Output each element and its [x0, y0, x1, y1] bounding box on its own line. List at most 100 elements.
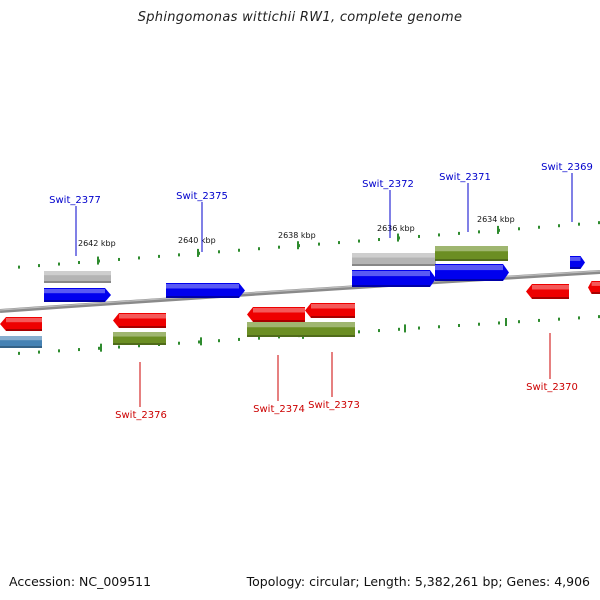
scale-dot-upper	[178, 253, 180, 257]
scale-dot-upper	[38, 264, 40, 268]
green-feature	[435, 246, 508, 261]
steel-feature	[0, 336, 42, 348]
scale-dot-upper	[218, 250, 220, 254]
gray-feature	[44, 271, 111, 283]
scale-dot-upper	[538, 225, 540, 229]
scale-dot-lower	[138, 344, 140, 348]
scale-major-tick-upper	[97, 256, 99, 265]
scale-dot-upper	[478, 230, 480, 234]
gene-label: Swit_2370	[526, 382, 578, 393]
label-layer: Swit_2377 Swit_2375 Swit_2372 Swit_2371 Swit…	[49, 162, 593, 421]
scale-dot-lower	[398, 327, 400, 331]
scale-dot-lower	[518, 320, 520, 324]
scale-dot-upper	[278, 245, 280, 249]
scale-major-tick-lower	[505, 318, 507, 327]
scale-dot-upper	[258, 247, 260, 251]
green-feature	[247, 322, 355, 337]
scale-dot-lower	[438, 325, 440, 329]
genome-backbone	[0, 270, 600, 313]
scale-dot-upper	[438, 233, 440, 237]
scale-dot-upper	[338, 241, 340, 245]
scale-dot-lower	[18, 351, 20, 355]
scale-tick-label: 2636 kbp	[377, 224, 415, 233]
scale-dot-lower	[98, 346, 100, 350]
scale-dot-lower	[598, 315, 600, 319]
scale-dot-lower	[78, 348, 80, 352]
scale-dot-upper	[358, 239, 360, 243]
scale-dot-upper	[598, 221, 600, 225]
scale-dot-lower	[198, 340, 200, 344]
scale-dot-lower	[238, 337, 240, 341]
scale-major-tick-lower	[100, 343, 102, 352]
genome-backbone-highlight	[0, 270, 600, 311]
scale-tick-label: 2638 kbp	[278, 231, 316, 240]
scale-dot-upper	[58, 262, 60, 266]
scale-dot-lower	[578, 316, 580, 320]
gene-arrow	[305, 303, 355, 318]
gene-layer	[0, 256, 600, 331]
gene-label: Swit_2373	[308, 400, 360, 411]
scale-dot-lower	[58, 349, 60, 353]
scale-major-tick-upper	[297, 241, 299, 250]
feature-layer	[0, 246, 508, 348]
gene-arrow	[435, 264, 509, 281]
accession-text: Accession: NC_009511	[9, 574, 152, 589]
scale-major-tick-lower	[200, 337, 202, 346]
scale-dot-upper	[418, 234, 420, 238]
scale-dot-lower	[538, 318, 540, 322]
gene-label: Swit_2377	[49, 195, 101, 206]
scale-major-tick-upper	[197, 248, 199, 257]
scale-dot-lower	[458, 323, 460, 327]
genome-summary-text: Topology: circular; Length: 5,382,261 bp…	[246, 574, 590, 589]
tick-layer: 2642 kbp 2640 kbp 2638 kbp 2636 kbp 2634 kbp	[18, 215, 600, 355]
gene-arrow	[588, 281, 600, 294]
gene-arrow	[166, 283, 245, 298]
scale-dot-upper	[238, 248, 240, 252]
scale-tick-label: 2640 kbp	[178, 236, 216, 245]
scale-major-tick-upper	[397, 233, 399, 242]
gene-arrow	[113, 313, 166, 328]
gene-arrow	[247, 307, 305, 322]
scale-dot-upper	[518, 227, 520, 231]
gene-arrow	[0, 317, 42, 331]
gene-label: Swit_2376	[115, 410, 167, 421]
green-feature	[113, 332, 166, 345]
backbone-layer	[0, 270, 600, 313]
scale-dot-lower	[478, 322, 480, 326]
scale-dot-lower	[418, 326, 420, 330]
map-title: Sphingomonas wittichii RW1, complete gen…	[137, 10, 463, 25]
scale-dot-upper	[118, 257, 120, 261]
scale-dot-lower	[178, 341, 180, 345]
gene-arrow	[44, 288, 111, 302]
gene-label: Swit_2374	[253, 404, 305, 415]
gene-label: Swit_2375	[176, 191, 228, 202]
scale-dot-lower	[118, 345, 120, 349]
scale-dot-upper	[158, 254, 160, 258]
scale-dot-lower	[38, 350, 40, 354]
scale-dot-lower	[498, 321, 500, 325]
scale-dot-upper	[318, 242, 320, 246]
gene-label: Swit_2372	[362, 179, 414, 190]
gene-arrow	[570, 256, 585, 269]
scale-dot-lower	[358, 330, 360, 334]
scale-dot-lower	[378, 329, 380, 333]
scale-tick-label: 2642 kbp	[78, 239, 116, 248]
scale-dot-upper	[458, 231, 460, 235]
gene-arrow	[526, 284, 569, 299]
scale-dot-upper	[578, 222, 580, 226]
scale-dot-lower	[258, 336, 260, 340]
scale-dot-lower	[218, 339, 220, 343]
scale-dot-upper	[138, 256, 140, 260]
scale-dot-upper	[558, 224, 560, 228]
gene-label: Swit_2371	[439, 172, 491, 183]
scale-dot-lower	[558, 317, 560, 321]
scale-dot-upper	[378, 238, 380, 242]
scale-dot-upper	[18, 265, 20, 269]
scale-tick-label: 2634 kbp	[477, 215, 515, 224]
scale-major-tick-upper	[497, 225, 499, 234]
gray-feature	[352, 253, 436, 266]
scale-major-tick-lower	[404, 324, 406, 333]
gene-arrow	[352, 270, 436, 287]
